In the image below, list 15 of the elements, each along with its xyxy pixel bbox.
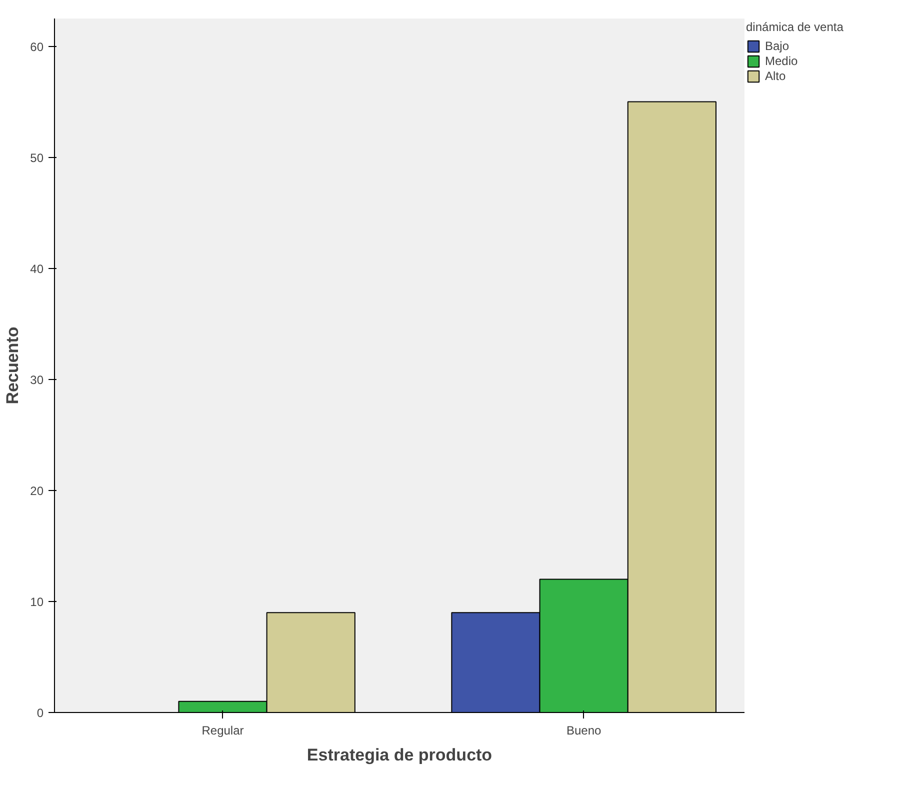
y-tick-label: 60 [30,40,44,54]
legend-label: Bajo [765,39,790,53]
y-axis-title: Recuento [3,326,22,404]
x-axis-title: Estrategia de producto [306,746,492,764]
y-tick-label: 40 [30,262,44,276]
x-tick-label: Bueno [566,724,602,738]
y-tick-label: 50 [30,150,44,165]
legend-label: Medio [765,54,798,68]
y-tick-label: 20 [30,484,44,498]
legend-title: dinámica de venta [746,20,844,34]
legend-label: Alto [765,69,786,83]
y-tick-label: 0 [36,706,44,720]
y-tick-label: 30 [30,372,44,387]
y-tick-label: 10 [30,594,44,609]
x-tick-label: Regular [202,724,244,738]
